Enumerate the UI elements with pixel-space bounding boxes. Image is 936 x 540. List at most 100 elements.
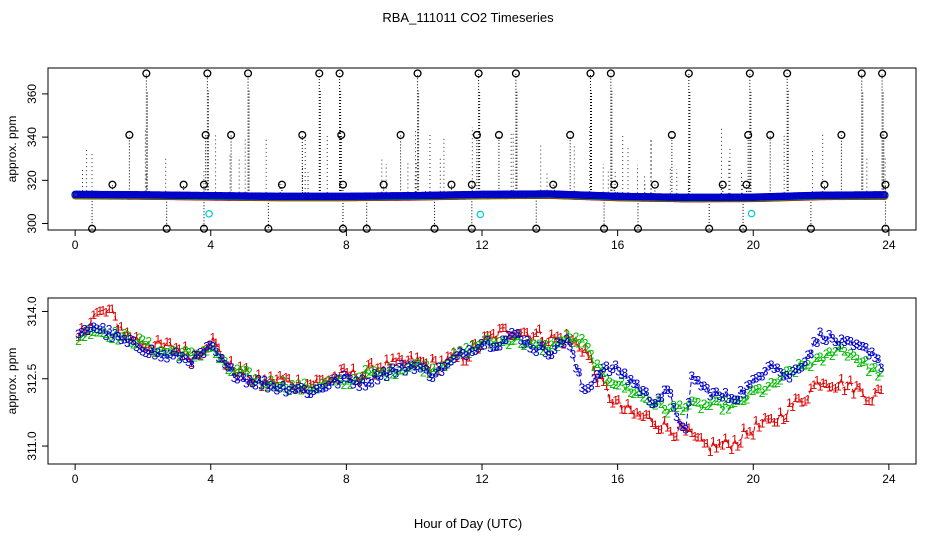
series-1-marker: 1 (762, 410, 769, 424)
series-3-marker: 3 (133, 340, 140, 354)
series-2-marker: 2 (411, 358, 418, 372)
series-3-marker: 3 (261, 374, 268, 388)
series-2-marker: 2 (737, 394, 744, 408)
series-2-marker: 2 (603, 372, 610, 386)
series-3-marker: 3 (457, 345, 464, 359)
series-3-marker: 3 (84, 324, 91, 338)
series-1-marker: 1 (539, 334, 546, 348)
series-1-marker: 1 (667, 424, 674, 438)
series-2-marker: 2 (286, 384, 293, 398)
series-2-marker: 2 (191, 350, 198, 364)
series-1-marker: 1 (347, 369, 354, 383)
cyan-point (747, 209, 756, 218)
series-2-marker: 2 (621, 381, 628, 395)
series-1-marker: 1 (640, 410, 647, 424)
series-3-marker: 3 (469, 345, 476, 359)
series-2-marker: 2 (811, 354, 818, 368)
series-3-marker: 3 (371, 367, 378, 381)
series-3-marker: 3 (167, 347, 174, 361)
series-3-marker: 3 (332, 371, 339, 385)
series-1-marker: 1 (405, 353, 412, 367)
series-3-marker: 3 (499, 333, 506, 347)
series-2-marker: 2 (197, 349, 204, 363)
series-3-marker: 3 (90, 320, 97, 334)
outlier-dip-point (467, 224, 476, 233)
series-3-marker: 3 (481, 339, 488, 353)
series-1-marker: 1 (429, 351, 436, 365)
outlier-high-point (606, 69, 615, 78)
series-1-marker: 1 (740, 421, 747, 435)
series-1-marker: 1 (447, 349, 454, 363)
series-2-marker: 2 (585, 341, 592, 355)
series-1-marker: 1 (853, 378, 860, 392)
series-3-marker: 3 (600, 361, 607, 375)
series-2-marker: 2 (551, 335, 558, 349)
series-1-marker: 1 (298, 384, 305, 398)
outlier-high-point (586, 69, 595, 78)
series-1-marker: 1 (701, 437, 708, 451)
series-1-marker: 1 (554, 329, 561, 343)
series-1-marker: 1 (167, 336, 174, 350)
series-1-marker: 1 (243, 361, 250, 375)
series-3-marker: 3 (533, 345, 540, 359)
series-2-marker: 2 (274, 381, 281, 395)
series-2-marker: 2 (472, 340, 479, 354)
series-1-marker: 1 (399, 353, 406, 367)
series-3-marker: 3 (487, 341, 494, 355)
series-1-marker: 1 (618, 402, 625, 416)
series-2-marker: 2 (786, 364, 793, 378)
series-3-marker: 3 (139, 344, 146, 358)
series-2-marker: 2 (121, 327, 128, 341)
outlier-low-point (199, 180, 209, 189)
series-1-marker: 1 (255, 367, 262, 381)
outlier-low-point (881, 180, 890, 189)
series-3-marker: 3 (771, 362, 778, 376)
series-3-marker: 3 (182, 352, 189, 366)
series-3-marker: 3 (762, 364, 769, 378)
series-1-marker: 1 (536, 322, 543, 336)
series-3-line (78, 326, 882, 431)
series-1-marker: 1 (820, 376, 827, 390)
series-3-marker: 3 (408, 358, 415, 372)
series-3-marker: 3 (383, 370, 390, 384)
series-2-marker: 2 (267, 373, 274, 387)
series-3-marker: 3 (420, 360, 427, 374)
series-3-marker: 3 (606, 365, 613, 379)
series-3-marker: 3 (344, 372, 351, 386)
series-1-marker: 1 (90, 308, 97, 322)
series-2-marker: 2 (673, 401, 680, 415)
outlier-mid-point (298, 130, 307, 140)
x-tick-label: 16 (611, 472, 625, 486)
outlier-mid-point (837, 130, 846, 140)
series-1-marker: 1 (81, 324, 88, 338)
series-1-marker: 1 (771, 415, 778, 429)
series-2-marker: 2 (850, 349, 857, 363)
series-2-marker: 2 (310, 381, 317, 395)
series-3-marker: 3 (795, 363, 802, 377)
series-3-marker: 3 (563, 332, 570, 346)
series-2-marker: 2 (252, 372, 259, 386)
series-1-marker: 1 (817, 379, 824, 393)
series-2-marker: 2 (573, 330, 580, 344)
series-1-marker: 1 (789, 400, 796, 414)
x-tick-label: 12 (475, 238, 489, 252)
series-1-marker: 1 (469, 337, 476, 351)
series-2-marker: 2 (84, 323, 91, 337)
series-2-marker: 2 (478, 338, 485, 352)
series-3-marker: 3 (808, 347, 815, 361)
series-3-marker: 3 (713, 385, 720, 399)
series-3-marker: 3 (866, 348, 873, 362)
outlier-mid-point (337, 130, 346, 140)
series-2-marker: 2 (594, 357, 601, 371)
series-3-marker: 3 (875, 352, 882, 366)
series-2-marker: 2 (826, 345, 833, 359)
series-1-marker: 1 (579, 345, 586, 359)
outlier-mid-point (227, 130, 236, 140)
outlier-dip-point (362, 224, 371, 233)
series-2-marker: 2 (481, 333, 488, 347)
series-2-marker: 2 (722, 394, 729, 408)
series-3-marker: 3 (695, 373, 702, 387)
series-2-marker: 2 (240, 363, 247, 377)
y-axis-label: approx. ppm (5, 116, 19, 183)
series-2-marker: 2 (347, 378, 354, 392)
